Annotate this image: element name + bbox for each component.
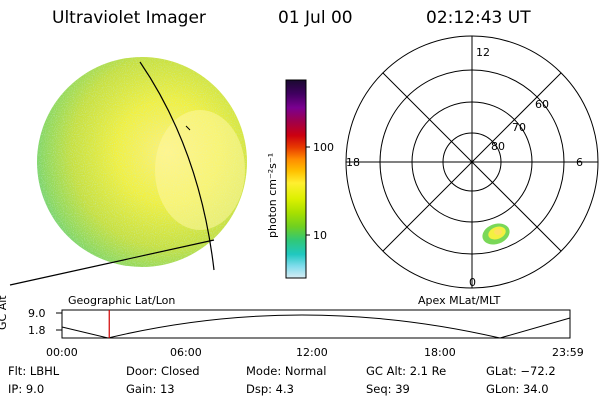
colorbar-unit-label: photon cm⁻²s⁻¹ <box>266 152 279 238</box>
instrument-title: Ultraviolet Imager <box>52 8 206 28</box>
altitude-ytick-label-1-8: 1.8 <box>28 324 46 337</box>
altitude-ytick-label-9: 9.0 <box>28 307 46 320</box>
xtick-label-1800: 18:00 <box>424 346 456 359</box>
observation-date: 01 Jul 00 <box>278 8 353 28</box>
apex-label: Apex MLat/MLT <box>418 294 501 307</box>
dsp-info: Dsp: 4.3 <box>246 382 294 396</box>
glat-info: GLat: −72.2 <box>486 364 556 378</box>
mlat-label-80: 80 <box>491 140 505 153</box>
altitude-curve <box>61 314 571 339</box>
latitude-line <box>9 239 215 286</box>
door-info: Door: Closed <box>126 364 200 378</box>
altitude-ylabel: GC Alt <box>0 295 9 330</box>
glon-info: GLon: 34.0 <box>486 382 549 396</box>
polar-plot <box>345 35 599 289</box>
ip-info: IP: 9.0 <box>8 382 45 396</box>
tick-mark <box>185 125 191 131</box>
gain-info: Gain: 13 <box>126 382 175 396</box>
earth-image <box>37 57 247 267</box>
xtick-label-0600: 06:00 <box>170 346 202 359</box>
mlat-label-70: 70 <box>512 121 526 134</box>
mode-info: Mode: Normal <box>246 364 327 378</box>
colorbar-label-10: 10 <box>313 229 327 242</box>
colorbar <box>285 79 307 279</box>
auroral-spot <box>482 223 510 245</box>
seq-info: Seq: 39 <box>366 382 410 396</box>
filter-info: Flt: LBHL <box>8 364 60 378</box>
gc-alt-info: GC Alt: 2.1 Re <box>366 364 447 378</box>
mlt-label-6: 6 <box>576 156 583 169</box>
mlt-label-0: 0 <box>469 276 476 289</box>
colorbar-label-100: 100 <box>313 141 334 154</box>
mlt-label-12: 12 <box>476 46 490 59</box>
observation-time: 02:12:43 UT <box>426 8 531 28</box>
xtick-label-0000: 00:00 <box>46 346 78 359</box>
xtick-label-1200: 12:00 <box>296 346 328 359</box>
mlt-label-18: 18 <box>346 156 360 169</box>
mlat-label-60: 60 <box>535 98 549 111</box>
altitude-plot-frame <box>61 309 571 339</box>
xtick-label-2359: 23:59 <box>552 346 584 359</box>
geographic-label: Geographic Lat/Lon <box>68 294 176 307</box>
